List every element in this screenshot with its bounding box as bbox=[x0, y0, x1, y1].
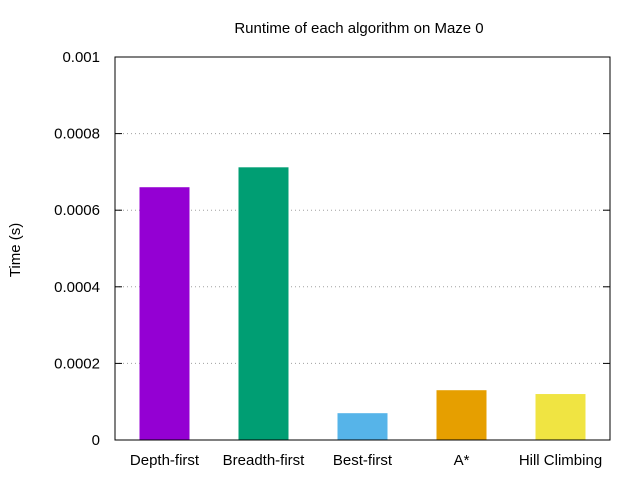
y-tick-label: 0.0002 bbox=[54, 355, 100, 372]
bar-depth-first bbox=[139, 187, 190, 440]
x-tick-label: Depth-first bbox=[130, 452, 200, 469]
x-tick-label: A* bbox=[454, 452, 470, 469]
y-tick-label: 0.0004 bbox=[54, 279, 100, 296]
bar-hill-climbing bbox=[535, 394, 586, 440]
bar-breadth-first bbox=[238, 167, 289, 440]
x-tick-label: Breadth-first bbox=[223, 452, 306, 469]
y-tick-label: 0 bbox=[92, 432, 100, 449]
y-tick-labels: 0 0.0002 0.0004 0.0006 0.0008 0.001 bbox=[54, 49, 100, 449]
bars bbox=[139, 167, 586, 440]
bar-a bbox=[436, 390, 487, 440]
x-tick-labels: Depth-first Breadth-first Best-first A* Hill… bbox=[130, 452, 602, 469]
y-tick-label: 0.0006 bbox=[54, 202, 100, 219]
y-tick-label: 0.0008 bbox=[54, 126, 100, 143]
y-axis-label: Time (s) bbox=[7, 223, 24, 277]
chart-title: Runtime of each algorithm on Maze 0 bbox=[234, 20, 483, 37]
x-tick-label: Hill Climbing bbox=[519, 452, 602, 469]
bar-best-first bbox=[337, 413, 388, 440]
x-tick-label: Best-first bbox=[333, 452, 393, 469]
grid-lines bbox=[115, 133, 610, 364]
plot-frame bbox=[114, 56, 611, 441]
y-tick-label: 0.001 bbox=[62, 49, 100, 66]
plot-border bbox=[114, 56, 611, 441]
